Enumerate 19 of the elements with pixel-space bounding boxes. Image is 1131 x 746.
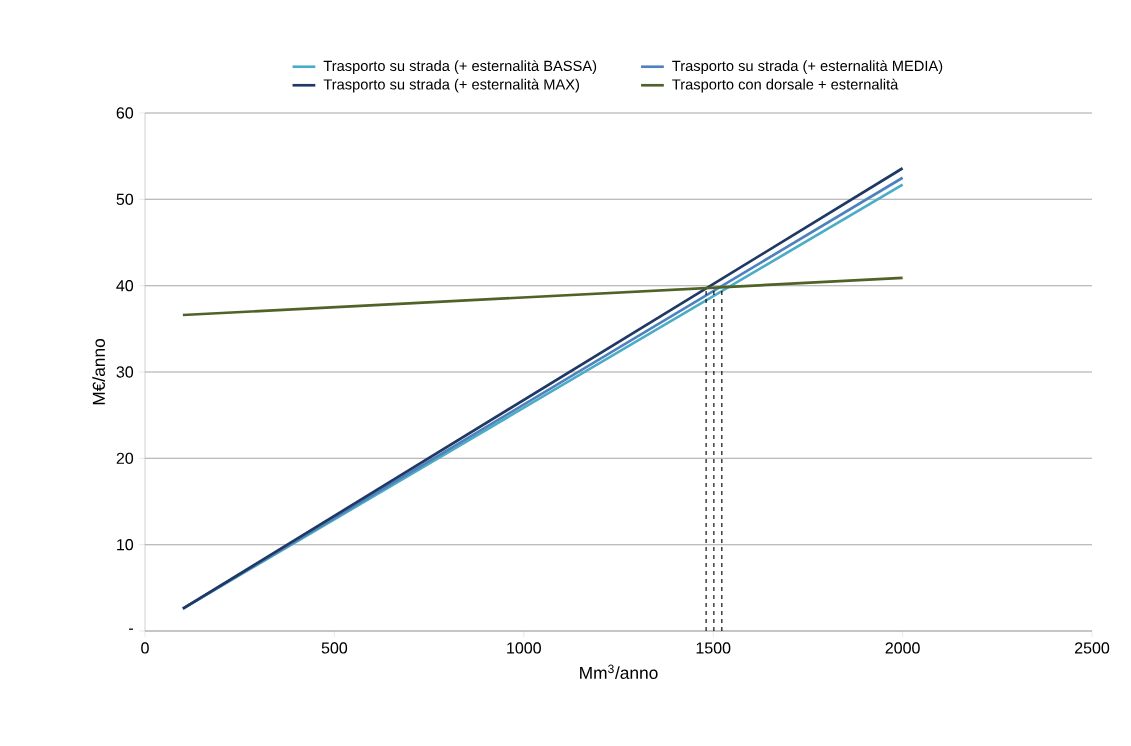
y-tick-label: 10 xyxy=(117,539,134,551)
y-axis-title: M€/anno xyxy=(92,339,105,405)
y-tick-label: 50 xyxy=(116,193,134,205)
x-axis-title: Mm$^{3}$/anno xyxy=(580,664,658,679)
y-tick-label: 40 xyxy=(116,280,134,292)
x-tick-label: 2500 xyxy=(1075,642,1110,654)
x-tick-label: 500 xyxy=(321,642,348,654)
y-tick-label: 30 xyxy=(116,366,134,378)
x-tick-label: 0 xyxy=(141,642,149,654)
y-tick-label: 20 xyxy=(116,452,134,464)
legend-label: Trasporto su strada (+ esternalità BASSA) xyxy=(323,60,597,74)
x-tick-label: 1000 xyxy=(507,642,541,654)
legend-label: Trasporto con dorsale + esternalità xyxy=(672,78,899,93)
x-tick-label: 1500 xyxy=(696,642,731,654)
y-tick-label: 60 xyxy=(116,107,134,119)
x-tick-label: 2000 xyxy=(885,642,920,654)
y-tick-label: - xyxy=(129,628,134,630)
legend-label: Trasporto su strada (+ esternalità MEDIA) xyxy=(672,60,943,74)
legend-label: Trasporto su strada (+ esternalità MAX) xyxy=(323,78,579,93)
